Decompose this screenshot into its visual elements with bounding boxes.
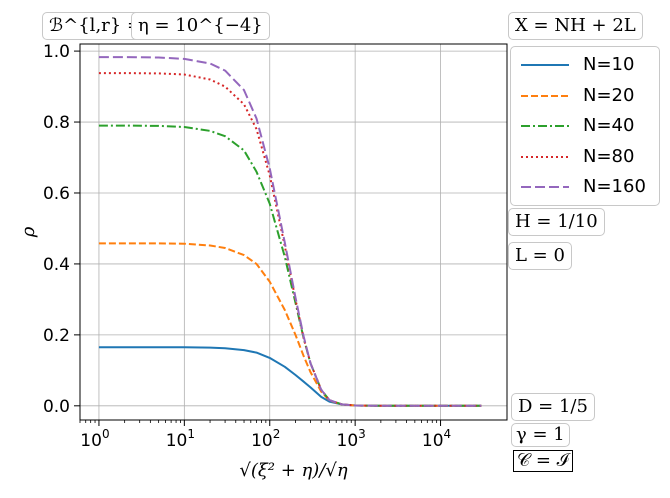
gamma-annotation: γ = 1: [511, 423, 570, 447]
axis-ticks: 100 101 102 103 104 0.0 0.2 0.4 0.6 0.8 1.0: [43, 42, 451, 451]
y-tick-label: 0.2: [43, 326, 70, 346]
x-tick-label: 103: [337, 427, 366, 451]
d-annotation: D = 1/5: [511, 393, 595, 421]
grid: [80, 44, 507, 420]
y-tick-label: 1.0: [43, 42, 70, 62]
series-line: [98, 56, 482, 407]
y-tick-label: 0.8: [43, 113, 70, 133]
c-annotation: 𝒞 = ℐ: [513, 450, 574, 472]
x-axis-label: √(ξ² + η)/√η: [239, 460, 347, 481]
legend-swatch: [521, 64, 569, 66]
legend-swatch: [521, 155, 569, 158]
eta-annotation: η = 10^{−4}: [131, 12, 270, 40]
legend-label: N=40: [583, 115, 635, 136]
legend-label: N=20: [583, 84, 635, 106]
legend-swatch: [521, 125, 569, 127]
legend-swatch: [521, 94, 569, 97]
x-definition-annotation: X = NH + 2L: [508, 12, 643, 40]
legend-label: N=10: [583, 54, 635, 75]
legend-item: N=20: [519, 82, 655, 112]
legend-item: N=40: [519, 112, 655, 142]
y-axis-label: ρ: [18, 226, 39, 238]
y-tick-label: 0.0: [43, 397, 70, 417]
legend-item: N=160: [519, 173, 655, 203]
legend-label: N=160: [583, 176, 646, 197]
legend-label: N=80: [583, 145, 635, 167]
legend: N=10 N=20 N=40 N=80 N=160: [510, 46, 660, 206]
l-annotation: L = 0: [508, 242, 572, 270]
y-tick-label: 0.4: [43, 255, 70, 275]
legend-item: N=80: [519, 143, 655, 173]
x-tick-label: 100: [80, 427, 109, 451]
h-annotation: H = 1/10: [508, 208, 605, 236]
y-tick-label: 0.6: [43, 184, 70, 204]
legend-item: N=10: [519, 51, 655, 81]
series-line: [98, 346, 482, 407]
x-tick-label: 102: [251, 427, 280, 451]
x-tick-label: 104: [422, 427, 451, 451]
x-tick-label: 101: [166, 427, 195, 451]
series-lines: [98, 56, 482, 407]
plot-frame: [79, 43, 508, 421]
series-line: [98, 72, 482, 407]
legend-swatch: [521, 186, 569, 188]
